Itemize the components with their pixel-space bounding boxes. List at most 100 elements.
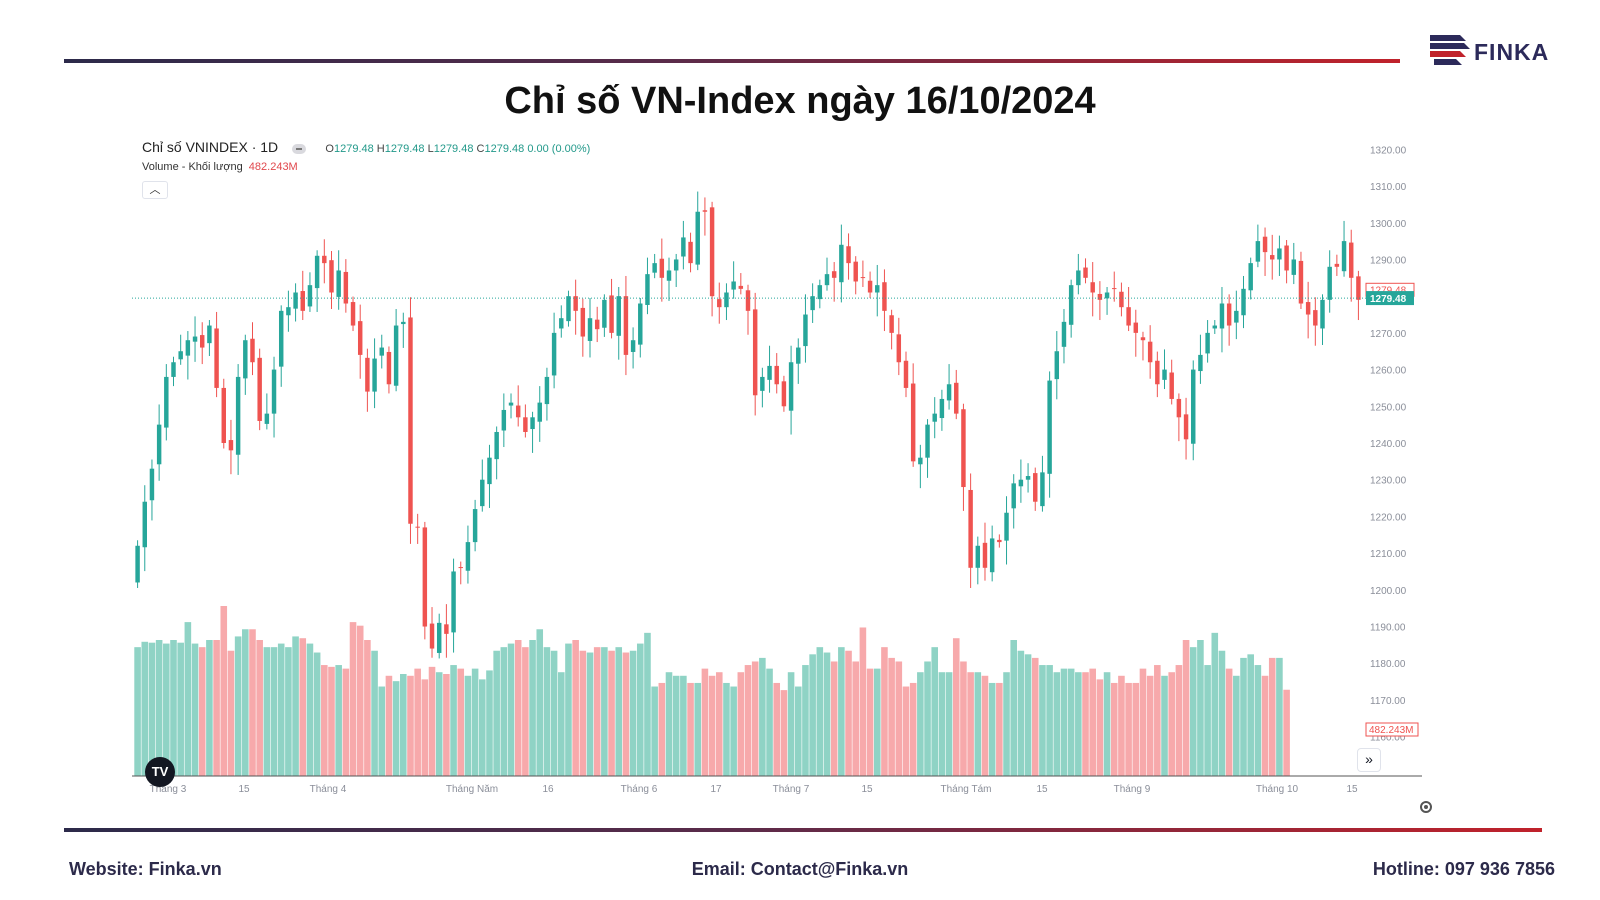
bottom-divider (64, 828, 1542, 832)
volume-bar (773, 682, 781, 776)
candle-body (666, 270, 672, 281)
candle-body (709, 207, 715, 297)
volume-bar (213, 640, 220, 776)
volume-bar (1189, 647, 1197, 776)
candle-body (1140, 337, 1146, 341)
volume-bar (335, 665, 342, 776)
candle-body (896, 334, 902, 363)
volume-bar (917, 672, 924, 776)
volume-bar (450, 665, 457, 776)
candle-body (480, 479, 485, 507)
candle-body (989, 538, 995, 573)
candle-body (954, 382, 959, 414)
candle-body (1083, 267, 1088, 278)
candle-body (523, 417, 528, 432)
footer-email[interactable]: Email: Contact@Finka.vn (691, 859, 909, 879)
candle-body (810, 296, 815, 311)
volume-bar (1082, 672, 1089, 776)
candles (135, 191, 1361, 659)
volume-bar (838, 647, 845, 776)
candle-body (300, 291, 305, 311)
candle-body (580, 307, 586, 337)
open-key: O (325, 143, 334, 155)
candle-body (731, 281, 736, 290)
candle-body (250, 338, 255, 363)
candle-body (982, 542, 988, 568)
candle-body (1155, 360, 1160, 385)
volume-bar (672, 675, 680, 776)
volume-bar (809, 654, 816, 776)
candle-body (1040, 472, 1045, 507)
y-tick-label: 1310.00 (1370, 182, 1407, 193)
candle-body (1191, 369, 1196, 444)
volume-bar (744, 665, 752, 776)
volume-bar (1110, 682, 1118, 776)
candle-body (630, 340, 636, 352)
volume-bar (751, 661, 759, 776)
volume-bar (1161, 675, 1168, 776)
volume-bar (198, 647, 206, 776)
volume-bar (1118, 675, 1125, 776)
volume-bar (608, 650, 615, 776)
candle-body (1270, 255, 1275, 260)
volume-bar (759, 657, 766, 776)
volume-bar (342, 668, 350, 776)
vnindex-candlestick-chart[interactable]: 1320.001310.001300.001290.001280.001270.… (132, 130, 1472, 820)
candle-body (602, 299, 607, 328)
volume-bar (1254, 665, 1262, 776)
volume-bar (148, 642, 156, 776)
candle-body (752, 309, 758, 396)
volume-bar (227, 650, 235, 776)
collapse-legend-button[interactable]: ︿ (142, 181, 168, 199)
candle-body (616, 296, 621, 336)
candle-body (1241, 288, 1246, 316)
volume-bar (565, 643, 572, 776)
candle-body (961, 409, 966, 488)
volume-bar (802, 665, 809, 776)
last-price-badge (1366, 291, 1414, 306)
legend-toggle-icon[interactable] (291, 143, 306, 154)
volume-bar (170, 640, 177, 776)
scroll-to-latest-button[interactable]: » (1357, 748, 1381, 772)
candle-body (903, 360, 909, 388)
tradingview-logo-icon[interactable]: TV (145, 757, 175, 787)
volume-bar (622, 652, 630, 776)
footer-hotline[interactable]: Hotline: 097 936 7856 (1372, 859, 1555, 879)
volume-label[interactable]: Volume - Khối lượng (142, 161, 243, 173)
symbol-label[interactable]: Chỉ số VNINDEX · 1D (142, 139, 279, 155)
candle-body (372, 358, 377, 392)
candle-body (307, 285, 313, 307)
volume-bar (500, 647, 508, 776)
volume-bar (392, 681, 400, 776)
candle-body (645, 274, 650, 305)
candle-body (910, 383, 916, 462)
candle-body (422, 527, 428, 627)
volume-bar (665, 672, 673, 776)
candle-body (1047, 380, 1052, 474)
volume-bar (421, 679, 429, 776)
candle-body (1298, 260, 1304, 304)
prev-close-badge-label: 1279.48 (1370, 285, 1407, 296)
volume-bar (428, 666, 436, 776)
y-tick-label: 1210.00 (1370, 549, 1407, 560)
chevron-up-icon: ︿ (149, 184, 161, 196)
candle-body (846, 246, 851, 264)
settings-gear-icon[interactable] (1420, 801, 1432, 813)
volume-bar (1233, 675, 1240, 776)
x-tick-label: 15 (1036, 784, 1048, 795)
candle-body (1162, 369, 1167, 380)
candle-body (875, 285, 880, 293)
volume-bar (277, 643, 285, 776)
candle-body (228, 440, 234, 451)
footer-website[interactable]: Website: Finka.vn (69, 859, 222, 879)
candle-body (1061, 321, 1067, 347)
candle-body (673, 259, 679, 271)
y-tick-label: 1320.00 (1370, 145, 1407, 156)
candle-body (767, 365, 772, 380)
volume-bar (988, 682, 996, 776)
candle-body (1018, 479, 1024, 487)
volume-bar (981, 675, 989, 776)
volume-bar (400, 674, 407, 776)
volume-bar (206, 640, 213, 776)
